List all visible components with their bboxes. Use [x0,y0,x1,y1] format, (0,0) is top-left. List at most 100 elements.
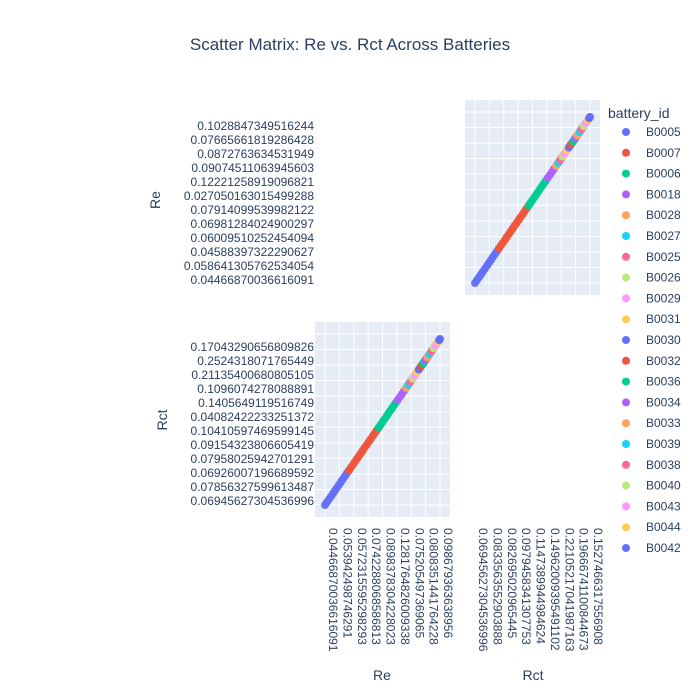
y-tick-label: 0.09074511063945603 [191,161,314,175]
x-tick-label: 0.082695020965445 [505,528,519,638]
x-tick-label: 0.0808351441764228 [427,528,441,645]
legend-item-b0025[interactable]: B0025 [622,250,681,264]
y-axis-title-rct: Rct [154,409,170,430]
legend-item-b0005[interactable]: B0005 [622,125,681,139]
y-tick-label: 0.2524318071765449 [197,354,314,368]
legend-item-b0040[interactable]: B0040 [622,479,681,493]
x-tick-label: 0.04466870036616091 [326,528,340,652]
legend-label: B0032 [646,354,681,368]
legend-title: battery_id [608,105,669,121]
legend-item-b0006[interactable]: B0006 [622,167,681,181]
legend-item-b0044[interactable]: B0044 [622,520,681,534]
x-tick-label: 0.0572315595298293 [355,528,369,645]
legend-marker [622,502,630,511]
x-axis-title-re: Re [373,667,391,683]
legend-label: B0007 [646,146,681,160]
y-tick-label: 0.06926007196689592 [191,466,315,480]
x-tick-label: 0.0833563552903888 [490,528,504,645]
y-tick-label: 0.07914099539982122 [191,203,315,217]
y-tick-label: 0.12221258919096821 [191,175,315,189]
legend-item-b0033[interactable]: B0033 [622,416,681,430]
y-tick-label: 0.1405649119516749 [198,396,314,410]
y-tick-label: 0.0872763634531949 [197,147,314,161]
legend-marker [622,523,630,532]
legend-item-b0042[interactable]: B0042 [622,541,681,555]
panel-rct-vs-re [315,322,450,517]
legend-label: B0034 [646,395,681,409]
data-point-b0042[interactable] [586,113,594,121]
x-axis-title-rct: Rct [523,667,544,683]
legend-marker [622,356,630,365]
x-tick-label: 0.1147389944984624 [534,528,548,644]
legend-marker [622,190,630,199]
y-tick-label: 0.10410597469599145 [191,424,315,438]
legend-label: B0030 [646,333,681,347]
y-tick-label: 0.04082422233251372 [191,410,315,424]
legend-item-b0034[interactable]: B0034 [622,395,681,409]
legend-marker [622,128,630,136]
x-tick-label: 0.19666741100844673 [577,528,591,651]
legend-item-b0038[interactable]: B0038 [622,458,681,472]
y-tick-label: 0.1028847349516244 [197,119,314,133]
legend-marker [622,211,630,220]
legend-label: B0018 [646,187,681,201]
legend-label: B0044 [646,520,681,534]
x-tick-label: 0.0898378304228023 [384,528,398,645]
legend-label: B0029 [646,291,681,305]
x-tick-label: 0.0742288068586813 [369,528,383,645]
legend-marker [622,252,630,261]
legend-marker [622,273,630,282]
legend-marker [622,481,630,490]
legend-marker [622,232,630,240]
legend-label: B0043 [646,499,681,513]
x-tick-label: 0.0979458341307753 [519,528,533,645]
x-tick-label: 0.053942498746291 [340,528,354,638]
legend-label: B0033 [646,416,681,430]
legend-item-b0028[interactable]: B0028 [622,208,681,222]
y-tick-label: 0.06009510252454094 [191,231,315,245]
legend-item-b0018[interactable]: B0018 [622,187,681,201]
legend-item-b0026[interactable]: B0026 [622,271,681,285]
legend-marker [622,440,630,448]
legend-item-b0027[interactable]: B0027 [622,229,681,243]
legend-label: B0027 [646,229,681,243]
legend-marker [622,460,630,469]
legend-item-b0039[interactable]: B0039 [622,437,681,451]
legend-label: B0042 [646,541,681,555]
x-tick-label: 0.1281764826009338 [398,528,412,645]
y-tick-label: 0.058641305762534054 [184,259,314,273]
legend-marker [622,148,630,157]
legend-label: B0038 [646,458,681,472]
legend-item-b0043[interactable]: B0043 [622,499,681,513]
legend-marker [622,294,630,303]
x-tick-label: 0.098679363638956 [441,528,455,638]
legend-marker [622,377,630,386]
legend-label: B0039 [646,437,681,451]
x-tick-label: 0.1527466317556908 [591,528,605,645]
y-tick-label: 0.07665661819286428 [191,133,315,147]
x-tick-label: 0.075205497369065 [412,528,426,638]
y-tick-label: 0.06945627304536996 [191,494,315,508]
legend-label: B0006 [646,167,681,181]
y-tick-label: 0.09154323806605419 [191,438,315,452]
legend-item-b0036[interactable]: B0036 [622,375,681,389]
x-tick-label: 0.22105217041987163 [562,528,576,652]
legend-item-b0029[interactable]: B0029 [622,291,681,305]
legend-marker [622,336,630,344]
x-tick-label: 0.06945627304536996 [476,528,490,652]
legend-item-b0007[interactable]: B0007 [622,146,681,160]
legend-label: B0031 [646,312,681,326]
y-tick-label: 0.04466870036616091 [191,273,315,287]
data-point-b0042[interactable] [436,335,444,343]
legend-item-b0031[interactable]: B0031 [622,312,681,326]
legend-marker [622,398,630,407]
legend-marker [622,315,630,324]
legend-label: B0005 [646,125,681,139]
y-tick-label: 0.07856327599613487 [191,480,315,494]
panel-re-vs-rct [465,100,600,295]
legend-item-b0032[interactable]: B0032 [622,354,681,368]
y-tick-label: 0.1096074278088891 [197,382,314,396]
legend-item-b0030[interactable]: B0030 [622,333,681,347]
legend-marker [622,544,630,552]
